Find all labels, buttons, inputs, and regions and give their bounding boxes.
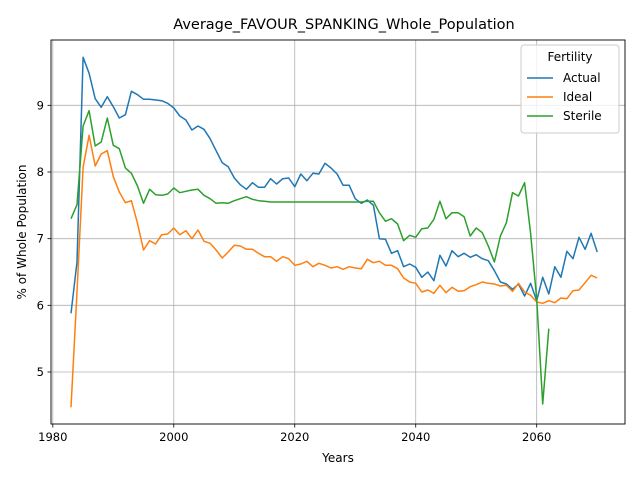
plot-frame <box>50 39 626 425</box>
x-tick-label: 2000 <box>159 430 188 444</box>
y-tick-label: 8 <box>37 165 44 179</box>
legend-title: Fertility <box>547 50 592 64</box>
x-tick-label: 2020 <box>280 430 309 444</box>
chart-title: Average_FAVOUR_SPANKING_Whole_Population <box>173 17 515 33</box>
series-line-sterile <box>70 109 550 405</box>
x-tick-label: 2060 <box>522 430 551 444</box>
legend-label-sterile: Sterile <box>563 109 602 123</box>
plot-area <box>70 56 598 408</box>
x-tick-label: 2040 <box>401 430 430 444</box>
x-tick-label: 1980 <box>38 430 67 444</box>
legend-entries: Actual Ideal Sterile <box>527 71 602 123</box>
y-axis-label: % of Whole Population <box>15 165 29 300</box>
legend-box <box>520 44 620 134</box>
series-line-actual <box>70 56 598 314</box>
series-line-ideal <box>70 134 598 408</box>
y-tick-label: 7 <box>37 232 44 246</box>
y-axis: 5 6 7 8 9 <box>37 98 51 379</box>
y-tick-label: 5 <box>37 365 44 379</box>
legend: Fertility Actual Ideal Sterile <box>520 44 620 134</box>
legend-label-ideal: Ideal <box>563 90 592 104</box>
legend-label-actual: Actual <box>563 71 601 85</box>
y-tick-label: 9 <box>37 98 44 112</box>
y-tick-label: 6 <box>37 298 44 312</box>
x-axis-label: Years <box>321 451 354 465</box>
x-axis: 1980 2000 2020 2040 2060 <box>38 424 551 444</box>
